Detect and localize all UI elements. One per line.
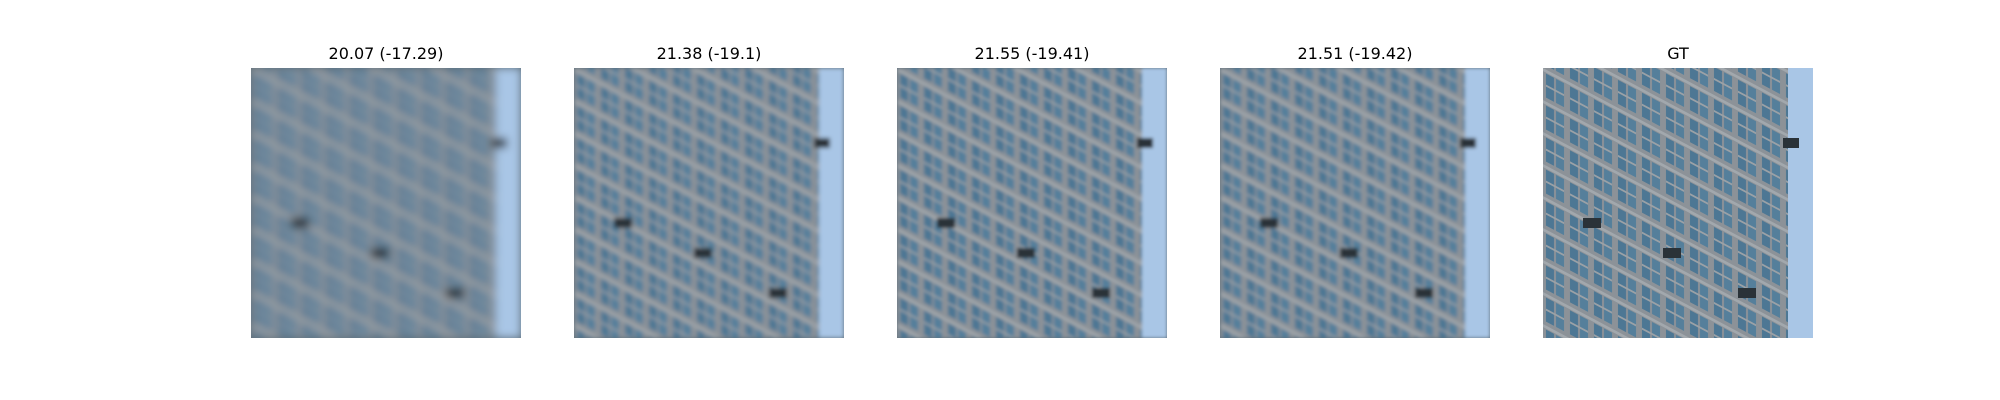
reconstruction-image — [1220, 68, 1490, 338]
reconstruction-image — [574, 68, 844, 338]
panel-1: 20.07 (-17.29) — [251, 40, 521, 338]
panel-title: 21.38 (-19.1) — [656, 44, 762, 63]
panel-title: 21.55 (-19.41) — [974, 44, 1090, 63]
ground-truth-image — [1543, 68, 1813, 338]
panel-title: GT — [1667, 44, 1689, 63]
panel-2: 21.38 (-19.1) — [574, 40, 844, 338]
panel-5: GT — [1543, 40, 1813, 338]
panel-4: 21.51 (-19.42) — [1220, 40, 1490, 338]
reconstruction-image — [251, 68, 521, 338]
reconstruction-image — [897, 68, 1167, 338]
panel-3: 21.55 (-19.41) — [897, 40, 1167, 338]
panel-title: 20.07 (-17.29) — [328, 44, 444, 63]
panel-title: 21.51 (-19.42) — [1297, 44, 1413, 63]
